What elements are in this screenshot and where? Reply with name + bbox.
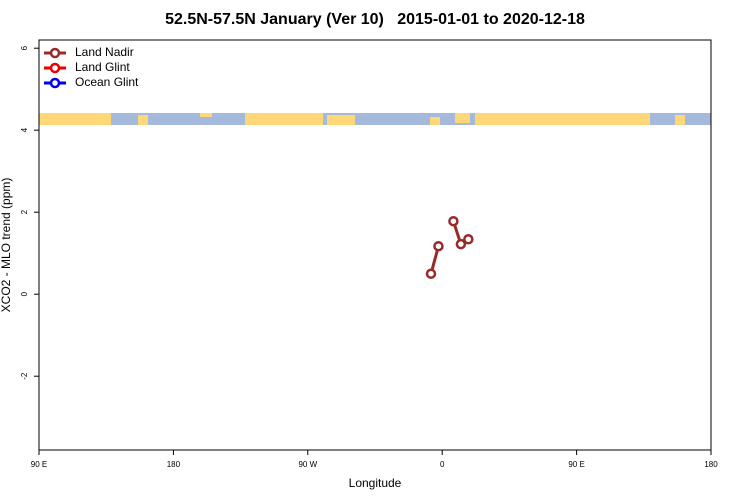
y-axis-label: XCO2 - MLO trend (ppm)	[0, 178, 13, 313]
legend-label: Land Nadir	[75, 45, 134, 59]
legend-marker	[49, 62, 61, 74]
point	[455, 238, 467, 250]
x-tick-label: 90 W	[298, 460, 317, 469]
x-tick-label: 0	[440, 460, 445, 469]
y-tick-label: 2	[20, 209, 29, 214]
chart-title: 52.5N-57.5N January (Ver 10) 2015-01-01 …	[165, 11, 585, 28]
legend-label: Ocean Glint	[75, 75, 139, 89]
legend-marker	[49, 47, 61, 59]
point	[433, 240, 444, 252]
x-tick-label: 180	[167, 460, 181, 469]
legend-label: Land Glint	[75, 60, 130, 74]
y-tick-label: 0	[20, 291, 29, 296]
x-tick-label: 180	[704, 460, 718, 469]
y-tick-label: -2	[20, 372, 29, 380]
x-tick-label: 90 E	[31, 460, 47, 469]
y-tick-label: 4	[20, 127, 29, 132]
point	[425, 268, 437, 279]
map-strip	[39, 113, 711, 125]
legend-marker	[49, 77, 61, 89]
point	[463, 234, 474, 245]
y-tick-label: 6	[20, 45, 29, 50]
x-axis-label: Longitude	[349, 476, 402, 490]
x-tick-label: 90 E	[568, 460, 584, 469]
plot-frame	[38, 39, 712, 451]
point	[448, 215, 459, 227]
